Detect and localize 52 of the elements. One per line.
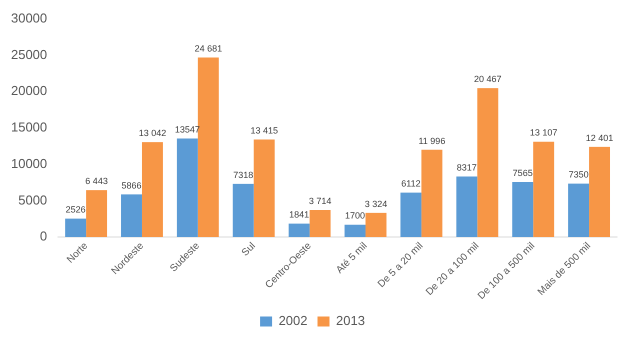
data-label: 6112 xyxy=(401,178,421,189)
legend-label: 2013 xyxy=(336,313,365,328)
data-label: 5866 xyxy=(121,180,142,190)
bar xyxy=(288,224,310,238)
data-label: 2526 xyxy=(66,204,86,215)
bar xyxy=(421,150,442,238)
data-label: 13 107 xyxy=(530,128,558,138)
bar xyxy=(533,142,554,238)
data-label: 24 681 xyxy=(194,43,222,54)
y-tick-label: 15000 xyxy=(10,120,48,135)
data-label: 8317 xyxy=(456,162,477,173)
y-tick-label: 25000 xyxy=(10,46,48,62)
data-label: 11 996 xyxy=(418,136,446,146)
data-label: 7318 xyxy=(233,170,254,180)
bar xyxy=(366,212,386,238)
bar xyxy=(344,224,366,238)
data-label: 1700 xyxy=(345,210,366,221)
data-label: 20 467 xyxy=(474,74,502,84)
bar xyxy=(176,138,198,238)
data-label: 7350 xyxy=(568,170,589,180)
bar xyxy=(121,194,142,238)
bar xyxy=(232,184,254,238)
x-tick-label: De 5 a 20 mil xyxy=(376,240,426,290)
y-tick-label: 0 xyxy=(40,228,48,244)
bar xyxy=(477,88,498,238)
y-tick-label: 20000 xyxy=(10,83,48,98)
bar xyxy=(310,210,331,238)
bar xyxy=(86,190,108,238)
bar xyxy=(198,57,219,238)
bar xyxy=(142,142,163,238)
y-tick-label: 5000 xyxy=(18,192,48,208)
data-label: 7565 xyxy=(512,168,533,178)
data-label: 6 443 xyxy=(85,176,108,186)
bar xyxy=(456,176,478,238)
x-tick-label: Sul xyxy=(240,240,258,259)
bar xyxy=(512,182,534,238)
bar xyxy=(254,139,275,238)
data-label: 3 324 xyxy=(364,198,388,209)
bar xyxy=(400,192,422,238)
data-label: 13 415 xyxy=(250,125,278,136)
x-tick-label: Mais de 500 mil xyxy=(536,240,594,298)
data-label: 3 714 xyxy=(308,196,332,206)
x-tick-label: Até 5 mil xyxy=(334,240,370,276)
data-label: 12 401 xyxy=(586,132,614,143)
bar xyxy=(65,218,86,238)
data-label: 13 042 xyxy=(138,128,166,138)
y-tick-label: 10000 xyxy=(10,156,48,171)
legend-label: 2002 xyxy=(278,313,308,328)
bar xyxy=(568,184,590,238)
bar xyxy=(589,146,610,238)
y-tick-label: 30000 xyxy=(10,10,48,26)
data-label: 1841 xyxy=(289,210,310,220)
